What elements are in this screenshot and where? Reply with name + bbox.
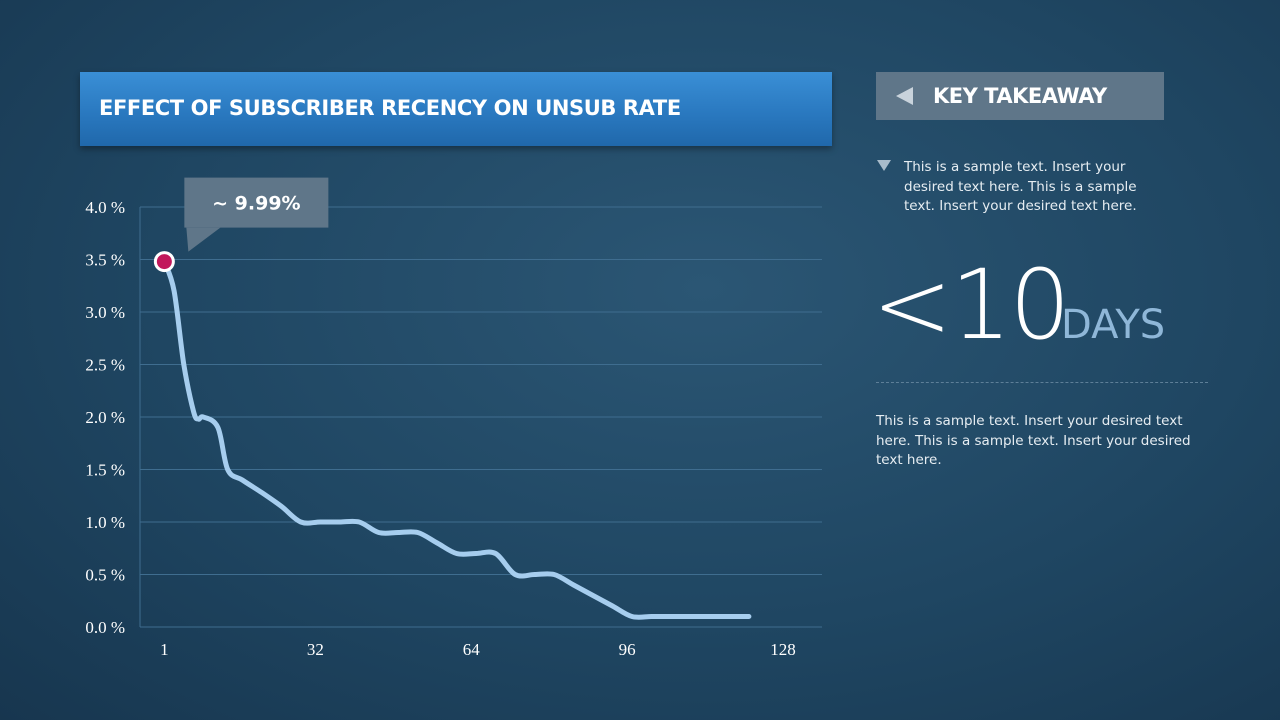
y-tick-label: 1.0 %: [85, 513, 125, 532]
y-tick-label: 0.0 %: [85, 618, 125, 637]
chart-title-bar: EFFECT OF SUBSCRIBER RECENCY ON UNSUB RA…: [80, 72, 832, 146]
y-tick-label: 0.5 %: [85, 566, 125, 585]
y-tick-label: 3.5 %: [85, 251, 125, 270]
x-tick-label: 96: [619, 640, 636, 659]
bullet-text: This is a sample text. Insert your desir…: [904, 159, 1137, 214]
highlight-marker: [153, 251, 175, 273]
callout-label: ~ 9.99%: [212, 193, 300, 215]
chart-title: EFFECT OF SUBSCRIBER RECENCY ON UNSUB RA…: [99, 96, 681, 120]
y-axis-ticks: 0.0 % 0.5 % 1.0 % 1.5 % 2.0 % 2.5 % 3.0 % 3.5 %…: [85, 198, 125, 637]
x-tick-label: 64: [463, 640, 481, 659]
big-number: <10: [872, 249, 1071, 361]
callout: ~ 9.99%: [184, 177, 329, 252]
y-tick-label: 2.5 %: [85, 356, 125, 375]
x-tick-label: 32: [307, 640, 324, 659]
callout-tail: [186, 227, 221, 252]
line-chart: 0.0 % 0.5 % 1.0 % 1.5 % 2.0 % 2.5 % 3.0 % 3.5 %…: [85, 177, 822, 659]
series-line: [161, 259, 752, 620]
y-tick-label: 1.5 %: [85, 461, 125, 480]
body-text: This is a sample text. Insert your desir…: [876, 413, 1191, 468]
y-tick-label: 2.0 %: [85, 408, 125, 427]
key-takeaway-header: KEY TAKEAWAY: [876, 72, 1164, 120]
triangle-down-icon: [877, 160, 891, 171]
x-axis-ticks: 1 32 64 96 128: [160, 640, 796, 659]
gridlines: [139, 206, 822, 628]
callout-box: [184, 177, 329, 228]
dashed-divider: [876, 382, 1208, 383]
key-takeaway-label: KEY TAKEAWAY: [933, 84, 1107, 108]
y-tick-label: 3.0 %: [85, 303, 125, 322]
y-tick-label: 4.0 %: [85, 198, 125, 217]
x-tick-label: 128: [770, 640, 796, 659]
big-unit: DAYS: [1061, 302, 1166, 348]
x-tick-label: 1: [160, 640, 169, 659]
triangle-left-icon: [896, 87, 913, 105]
